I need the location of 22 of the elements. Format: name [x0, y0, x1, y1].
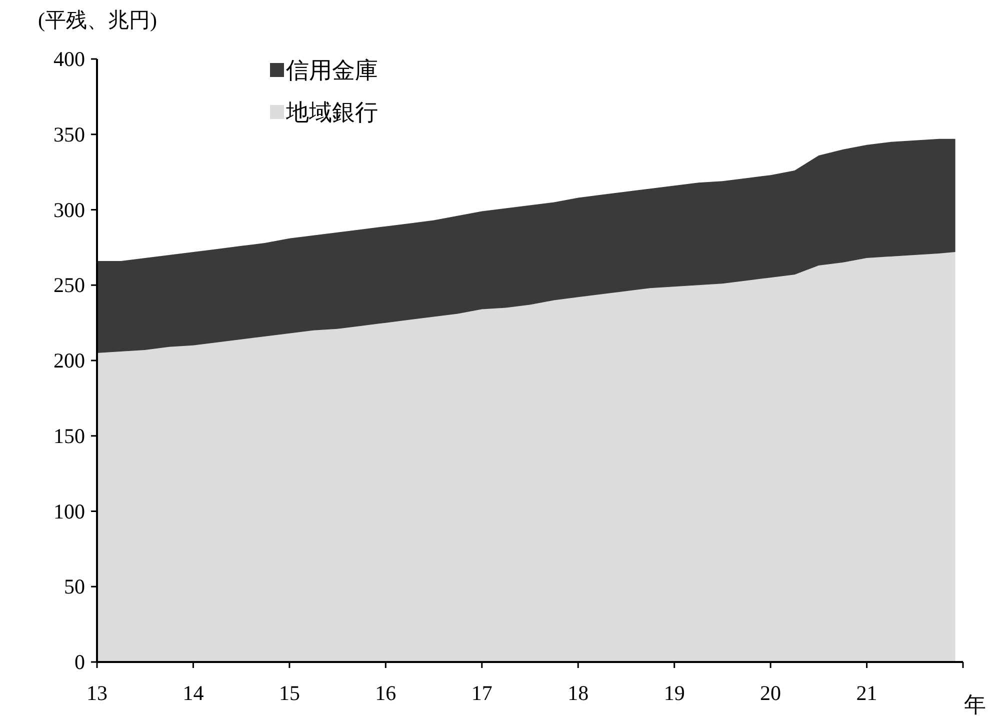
y-tick-label: 0 [74, 650, 85, 674]
x-tick-label: 16 [375, 681, 396, 705]
y-tick-label: 300 [54, 198, 85, 222]
x-tick-label: 14 [182, 681, 204, 705]
y-tick-label: 400 [54, 47, 85, 71]
y-tick-label: 50 [64, 574, 85, 599]
x-tick-label: 17 [471, 681, 492, 705]
y-tick-label: 200 [54, 348, 85, 372]
y-tick-label: 150 [54, 424, 85, 448]
x-tick-label: 20 [760, 681, 782, 705]
x-tick-label: 15 [278, 681, 300, 705]
y-tick-label: 100 [54, 499, 85, 524]
y-tick-label: 250 [54, 273, 85, 298]
legend-label: 信用金庫 [286, 58, 378, 83]
x-tick-label: 13 [86, 681, 108, 705]
x-tick-label: 18 [568, 681, 589, 705]
x-tick-label: 19 [664, 681, 685, 705]
y-axis-title: (平残、兆円) [38, 8, 157, 32]
x-tick-label: 21 [856, 681, 878, 705]
x-axis-title: 年 [964, 692, 986, 717]
y-tick-label: 350 [54, 122, 85, 146]
legend-label: 地域銀行 [285, 100, 378, 125]
